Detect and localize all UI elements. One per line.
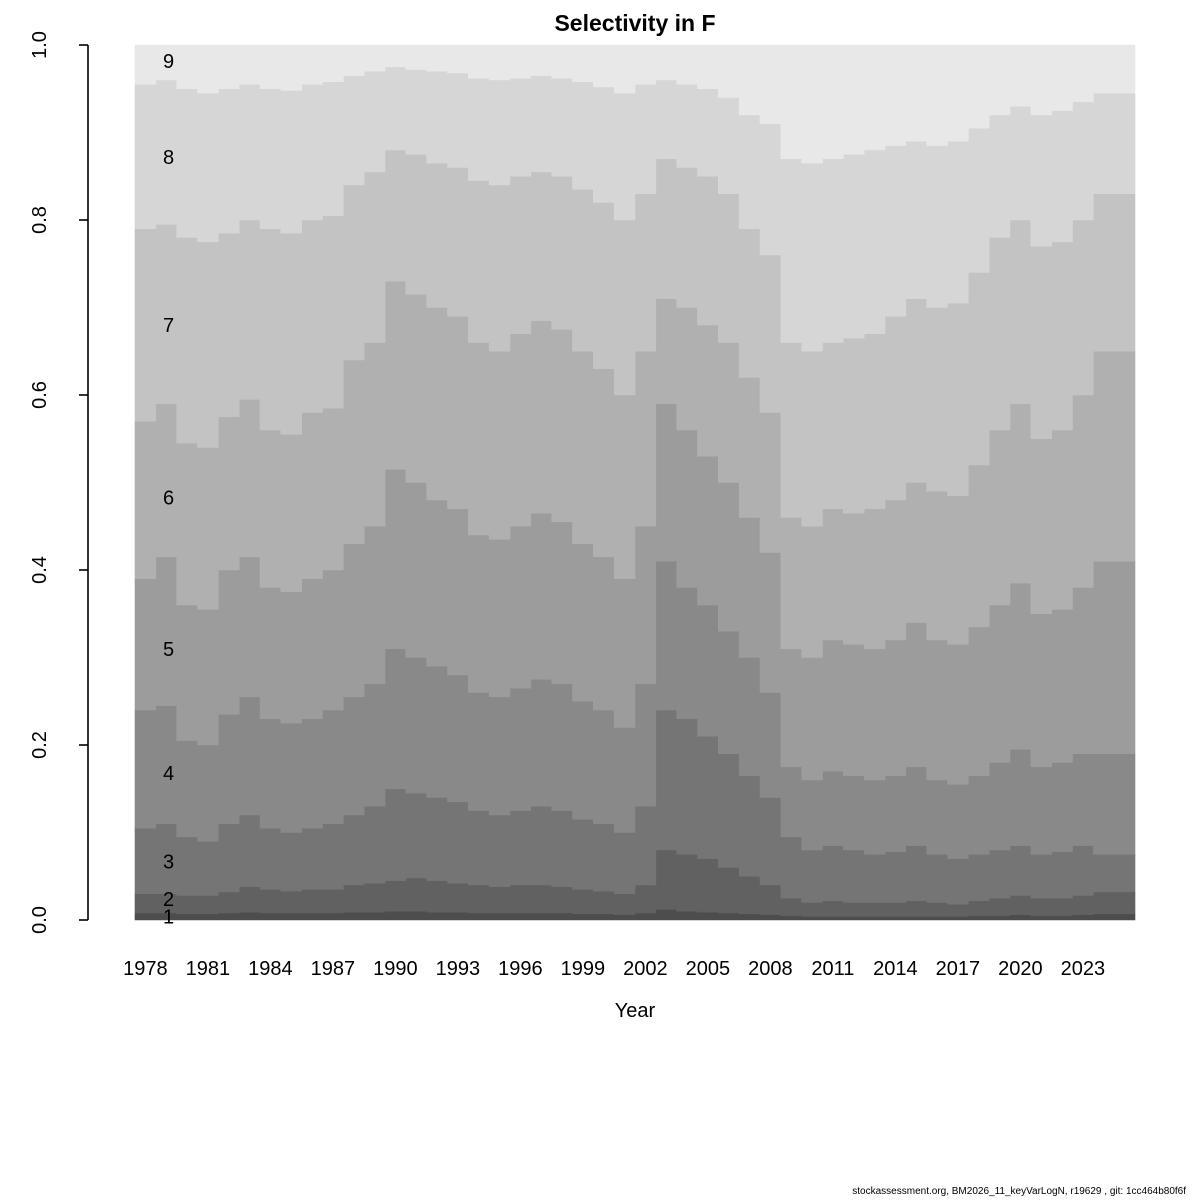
y-tick-label: 0.8 [29,206,51,234]
chart-title: Selectivity in F [554,10,716,36]
y-tick-label: 0.2 [29,731,51,759]
x-axis-label: Year [614,1000,656,1022]
age-band-label-9: 9 [163,51,174,73]
x-tick-label: 2017 [936,958,981,980]
x-tick-label: 1990 [373,958,418,980]
x-tick-label: 1981 [186,958,231,980]
x-tick-label: 2014 [873,958,918,980]
x-tick-label: 2005 [686,958,731,980]
x-tick-label: 1996 [498,958,543,980]
x-tick-label: 1978 [123,958,168,980]
age-band-label-6: 6 [163,487,174,509]
x-tick-label: 2002 [623,958,668,980]
y-tick-label: 0.0 [29,906,51,934]
y-tick-label: 1.0 [29,31,51,59]
x-tick-label: 2020 [998,958,1043,980]
x-tick-label: 1984 [248,958,293,980]
age-band-label-2: 2 [163,889,174,911]
y-tick-label: 0.6 [29,381,51,409]
area-band-age-9 [134,44,1136,164]
x-tick-label: 2011 [811,958,854,980]
x-tick-label: 2008 [748,958,793,980]
age-band-label-4: 4 [163,763,174,785]
x-tick-label: 1987 [311,958,356,980]
age-band-label-5: 5 [163,639,174,661]
age-band-label-8: 8 [163,147,174,169]
age-band-label-3: 3 [163,851,174,873]
x-tick-label: 2023 [1061,958,1106,980]
x-tick-label: 1999 [561,958,606,980]
footer-text: stockassessment.org, BM2026_11_keyVarLog… [852,1186,1186,1197]
x-tick-label: 1993 [436,958,481,980]
age-band-label-1: 1 [163,907,174,929]
age-band-label-7: 7 [163,315,174,337]
y-tick-label: 0.4 [29,556,51,584]
